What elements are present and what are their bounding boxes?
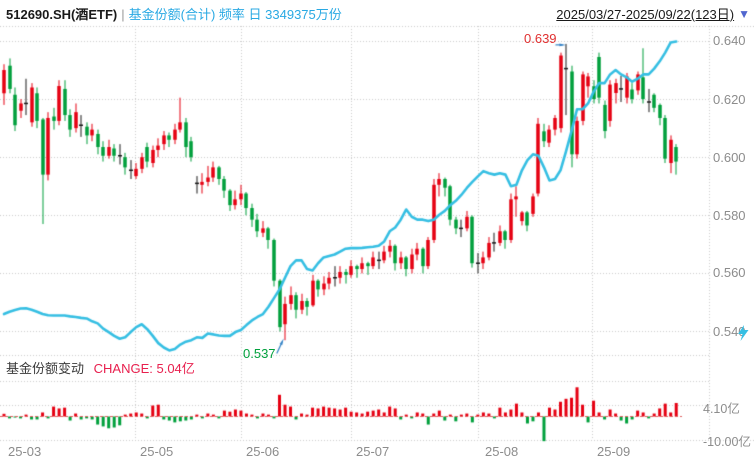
spark-icon [735, 324, 750, 347]
header-left: 512690.SH(酒ETF) | 基金份额(合计) 频率 日 3349375万份 [6, 4, 342, 23]
price-axis-label: 0.560 [713, 265, 746, 280]
symbol-title: 512690.SH(酒ETF) [6, 7, 118, 22]
header-right: 2025/03/27-2025/09/22(123日) ▼ [556, 4, 750, 23]
low-annotation: 0.537 [243, 346, 276, 361]
change-value: CHANGE: 5.04亿 [93, 361, 195, 376]
price-axis-label: 0.640 [713, 33, 746, 48]
price-axis-label: 0.540 [713, 324, 746, 339]
header-bar: 512690.SH(酒ETF) | 基金份额(合计) 频率 日 3349375万份 … [0, 0, 754, 26]
time-axis-label: 25-03 [8, 444, 42, 459]
time-axis-label: 25-09 [597, 444, 631, 459]
price-axis-label: 0.620 [713, 92, 746, 107]
title-separator: | [121, 7, 125, 22]
series-label[interactable]: 基金份额(合计) 频率 日 3349375万份 [128, 7, 342, 22]
subpanel-header: 基金份额变动 CHANGE: 5.04亿 [6, 358, 195, 377]
high-annotation: 0.639 [524, 31, 557, 46]
price-axis-label: 0.600 [713, 150, 746, 165]
subpanel-title[interactable]: 基金份额变动 [6, 361, 85, 376]
date-range[interactable]: 2025/03/27-2025/09/22(123日) [556, 7, 735, 22]
time-axis-label: 25-05 [140, 444, 174, 459]
bar-axis-top-label: 4.10亿 [703, 402, 740, 416]
price-axis-label: 0.580 [713, 208, 746, 223]
time-axis-label: 25-07 [356, 444, 390, 459]
time-axis-label: 25-08 [485, 444, 519, 459]
bar-axis-bottom-label: -10.00亿 [703, 435, 751, 449]
dropdown-triangle-icon[interactable]: ▼ [738, 7, 750, 21]
time-axis-label: 25-06 [246, 444, 280, 459]
